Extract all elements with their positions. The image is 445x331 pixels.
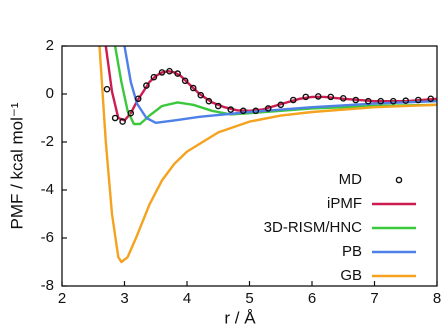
x-tick-label: 8 — [433, 290, 441, 307]
data-point — [227, 106, 235, 113]
x-tick-label: 4 — [183, 290, 191, 307]
legend-label: MD — [339, 171, 362, 188]
data-point — [252, 107, 260, 115]
y-tick-label: -4 — [41, 181, 54, 198]
data-point — [339, 95, 347, 102]
plot-frame — [61, 45, 438, 287]
data-point — [277, 101, 285, 109]
legend-label: 3D-RISM/HNC — [264, 219, 363, 236]
legend-label: PB — [342, 243, 362, 260]
data-point — [158, 69, 166, 76]
data-point — [143, 82, 150, 89]
legend-label: iPMF — [327, 195, 362, 212]
x-tick-label: 3 — [120, 290, 128, 307]
data-point — [427, 95, 435, 103]
data-point — [389, 97, 397, 105]
data-point — [127, 109, 135, 117]
data-point — [239, 107, 247, 115]
data-point — [414, 96, 422, 104]
data-point — [327, 93, 335, 101]
data-point — [119, 118, 126, 125]
data-point — [402, 97, 410, 105]
series-line — [113, 46, 437, 126]
x-tick-label: 5 — [245, 290, 253, 307]
legend-label: GB — [340, 267, 362, 284]
y-tick-label: -6 — [41, 229, 54, 246]
data-point — [205, 97, 213, 105]
y-tick-label: -2 — [41, 133, 54, 150]
data-point — [189, 84, 197, 92]
y-axis-label: PMF / kcal mol⁻¹ — [7, 102, 26, 229]
data-point — [377, 97, 385, 105]
y-tick-label: 0 — [46, 85, 54, 102]
data-point — [134, 95, 142, 103]
data-point — [197, 91, 205, 99]
data-point — [214, 102, 222, 110]
x-tick-label: 7 — [370, 290, 378, 307]
data-point — [302, 93, 310, 101]
y-tick-label: 2 — [46, 37, 54, 54]
data-point — [352, 96, 360, 104]
data-point — [289, 96, 297, 104]
data-point — [264, 105, 272, 112]
data-point — [103, 85, 111, 93]
series-line — [123, 46, 437, 124]
y-tick-label: -8 — [41, 277, 54, 294]
data-point — [150, 73, 158, 81]
data-point — [364, 97, 372, 105]
x-tick-label: 6 — [308, 290, 316, 307]
data-point — [111, 114, 119, 122]
x-axis-label: r / Å — [224, 308, 256, 327]
data-point — [174, 70, 181, 77]
data-point — [314, 93, 322, 100]
x-tick-label: 2 — [58, 290, 66, 307]
series-line — [98, 46, 437, 264]
data-point — [166, 67, 173, 75]
legend-symbol — [395, 176, 403, 184]
data-point — [181, 77, 189, 85]
